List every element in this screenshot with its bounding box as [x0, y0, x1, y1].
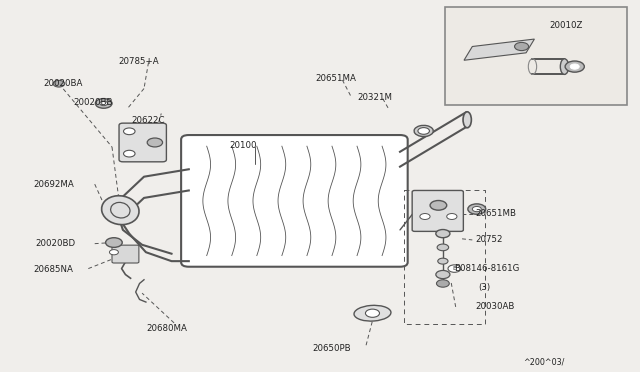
FancyBboxPatch shape	[181, 135, 408, 267]
Text: 20030AB: 20030AB	[475, 302, 515, 311]
Circle shape	[100, 101, 108, 106]
Text: 20020BB: 20020BB	[74, 98, 113, 107]
Circle shape	[418, 128, 429, 134]
Text: 20100: 20100	[229, 141, 257, 150]
FancyBboxPatch shape	[112, 245, 139, 263]
Text: 20785+A: 20785+A	[118, 57, 159, 66]
Text: ^200^03/: ^200^03/	[524, 357, 565, 366]
Circle shape	[447, 214, 457, 219]
Text: 20680MA: 20680MA	[146, 324, 187, 333]
Circle shape	[565, 61, 584, 72]
FancyBboxPatch shape	[119, 123, 166, 162]
Circle shape	[438, 258, 448, 264]
Text: B: B	[452, 266, 456, 271]
Text: 20622C: 20622C	[131, 116, 164, 125]
Circle shape	[53, 80, 65, 87]
Circle shape	[420, 214, 430, 219]
Ellipse shape	[463, 112, 472, 128]
Circle shape	[436, 270, 450, 279]
Text: 20651MB: 20651MB	[475, 209, 516, 218]
FancyBboxPatch shape	[445, 7, 627, 105]
Circle shape	[448, 265, 461, 272]
Circle shape	[147, 138, 163, 147]
Text: 20650PB: 20650PB	[312, 344, 351, 353]
Circle shape	[109, 250, 118, 255]
Circle shape	[515, 42, 529, 51]
Circle shape	[472, 206, 481, 212]
Text: 20651MA: 20651MA	[315, 74, 356, 83]
Circle shape	[430, 201, 447, 210]
Circle shape	[95, 99, 112, 108]
Ellipse shape	[561, 59, 569, 74]
Text: 20752: 20752	[475, 235, 502, 244]
Circle shape	[468, 204, 486, 214]
Ellipse shape	[354, 305, 391, 321]
Text: 20020BA: 20020BA	[44, 79, 83, 88]
Circle shape	[436, 280, 449, 287]
Circle shape	[124, 150, 135, 157]
Circle shape	[570, 64, 579, 69]
Text: 20685NA: 20685NA	[33, 265, 73, 274]
Circle shape	[106, 238, 122, 247]
Text: 20321M: 20321M	[357, 93, 392, 102]
Text: 20010Z: 20010Z	[549, 21, 582, 30]
Ellipse shape	[414, 125, 433, 137]
Circle shape	[124, 128, 135, 135]
Text: (3): (3)	[479, 283, 491, 292]
Circle shape	[437, 244, 449, 251]
Ellipse shape	[102, 196, 139, 225]
Text: 20020BD: 20020BD	[35, 239, 76, 248]
Text: B08146-8161G: B08146-8161G	[454, 264, 520, 273]
Text: 20692MA: 20692MA	[33, 180, 74, 189]
Circle shape	[365, 309, 380, 317]
Circle shape	[436, 230, 450, 238]
Polygon shape	[464, 39, 534, 60]
FancyBboxPatch shape	[412, 190, 463, 231]
